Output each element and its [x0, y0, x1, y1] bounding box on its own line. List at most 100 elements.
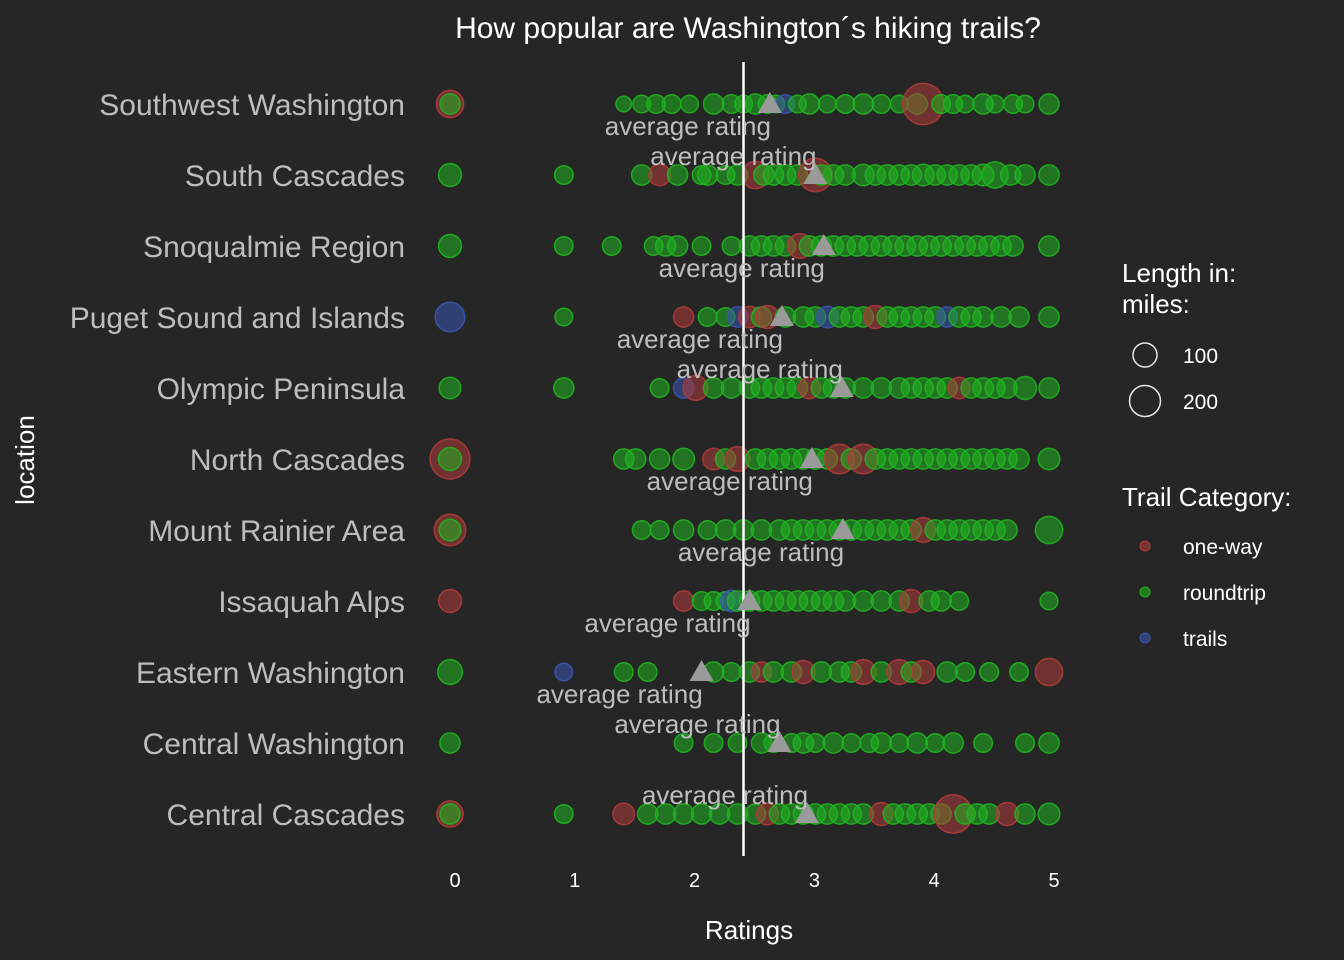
average-label: average rating [605, 111, 771, 141]
data-point [440, 804, 460, 824]
data-point [980, 663, 999, 682]
data-point [853, 378, 873, 398]
data-point [554, 378, 574, 398]
data-point [1016, 734, 1035, 753]
data-point [973, 307, 993, 327]
legend-size-swatch [1130, 386, 1161, 417]
average-label: average rating [617, 324, 783, 354]
x-tick-label: 4 [929, 870, 940, 892]
y-tick-label: Issaquah Alps [218, 586, 405, 619]
data-point [632, 521, 651, 540]
data-point [974, 734, 993, 753]
y-axis-ticks: Southwest Washington South Cascades Snoqua… [70, 89, 406, 832]
legend-size-title: Length in: [1122, 258, 1236, 288]
data-point [626, 449, 646, 469]
data-point [616, 96, 631, 111]
data-point [956, 95, 974, 113]
data-point [853, 94, 873, 114]
y-tick-label: Mount Rainier Area [148, 515, 405, 548]
data-point [650, 379, 669, 398]
y-tick-label: Snoqualmie Region [143, 231, 405, 264]
x-axis-title: Ratings [705, 915, 793, 945]
data-point [853, 591, 873, 611]
data-point [555, 308, 573, 326]
average-label: average rating [647, 466, 813, 496]
legend-color-label: one-way [1183, 536, 1263, 559]
data-point [439, 590, 462, 613]
data-point [926, 734, 945, 753]
legend-color-title: Trail Category: [1122, 482, 1292, 512]
data-point [1009, 449, 1029, 469]
data-point [438, 660, 463, 685]
data-point [823, 733, 843, 753]
data-point [871, 591, 891, 611]
legend-color-swatch [1140, 587, 1150, 597]
y-tick-label: Central Washington [143, 728, 405, 761]
data-point [439, 235, 462, 258]
legend-size-label: 100 [1183, 345, 1218, 368]
average-label: average rating [536, 679, 702, 709]
data-point [1038, 448, 1060, 470]
data-point [1039, 165, 1059, 185]
data-point [1039, 236, 1059, 256]
data-point [555, 166, 574, 185]
data-point [1015, 165, 1035, 185]
data-point [439, 377, 461, 399]
data-point [722, 663, 741, 682]
data-point [1003, 236, 1023, 256]
y-tick-label: Olympic Peninsula [157, 373, 406, 406]
x-tick-label: 2 [689, 870, 700, 892]
data-point [819, 95, 837, 113]
x-tick-label: 0 [449, 870, 460, 892]
data-point [1038, 803, 1060, 825]
data-point [997, 520, 1017, 540]
data-point [1039, 378, 1059, 398]
data-point [1039, 733, 1059, 753]
legend-color-swatch [1140, 633, 1150, 643]
y-tick-label: Central Cascades [167, 799, 405, 832]
data-point [943, 733, 963, 753]
chart-title: How popular are Washington´s hiking trai… [455, 12, 1041, 45]
data-point [871, 378, 891, 398]
data-point [1040, 592, 1058, 610]
average-layer: average ratingaverage ratingaverage rati… [536, 92, 854, 823]
data-point [842, 734, 861, 753]
data-point [1010, 663, 1029, 682]
data-point [650, 521, 669, 540]
data-point [435, 302, 465, 332]
legend-size-swatch [1133, 343, 1157, 367]
data-point [956, 663, 975, 682]
average-label: average rating [584, 608, 750, 638]
data-point [890, 734, 909, 753]
x-tick-label: 3 [809, 870, 820, 892]
data-point [439, 164, 462, 187]
data-point [799, 94, 819, 114]
data-point [986, 95, 1004, 113]
data-point [871, 733, 891, 753]
data-point [950, 592, 969, 611]
data-point [907, 733, 927, 753]
legend-color-label: trails [1183, 628, 1227, 651]
average-label: average rating [650, 141, 816, 171]
data-point [872, 95, 891, 114]
y-axis-title: location [10, 415, 40, 505]
legend-color-label: roundtrip [1183, 582, 1266, 605]
data-point [811, 662, 831, 682]
y-tick-label: Southwest Washington [99, 89, 405, 122]
legend-size-label: 200 [1183, 391, 1218, 414]
x-tick-label: 1 [569, 870, 580, 892]
average-label: average rating [678, 537, 844, 567]
y-tick-label: Puget Sound and Islands [70, 302, 405, 335]
data-point [835, 591, 855, 611]
data-point [1035, 516, 1062, 543]
data-point [1014, 377, 1037, 400]
data-point [1039, 307, 1059, 327]
data-point [836, 95, 855, 114]
legend-color-swatch [1140, 541, 1150, 551]
data-point [937, 662, 957, 682]
y-tick-label: Eastern Washington [136, 657, 405, 690]
data-point [1009, 307, 1029, 327]
data-point [1035, 658, 1062, 685]
average-label: average rating [677, 354, 843, 384]
